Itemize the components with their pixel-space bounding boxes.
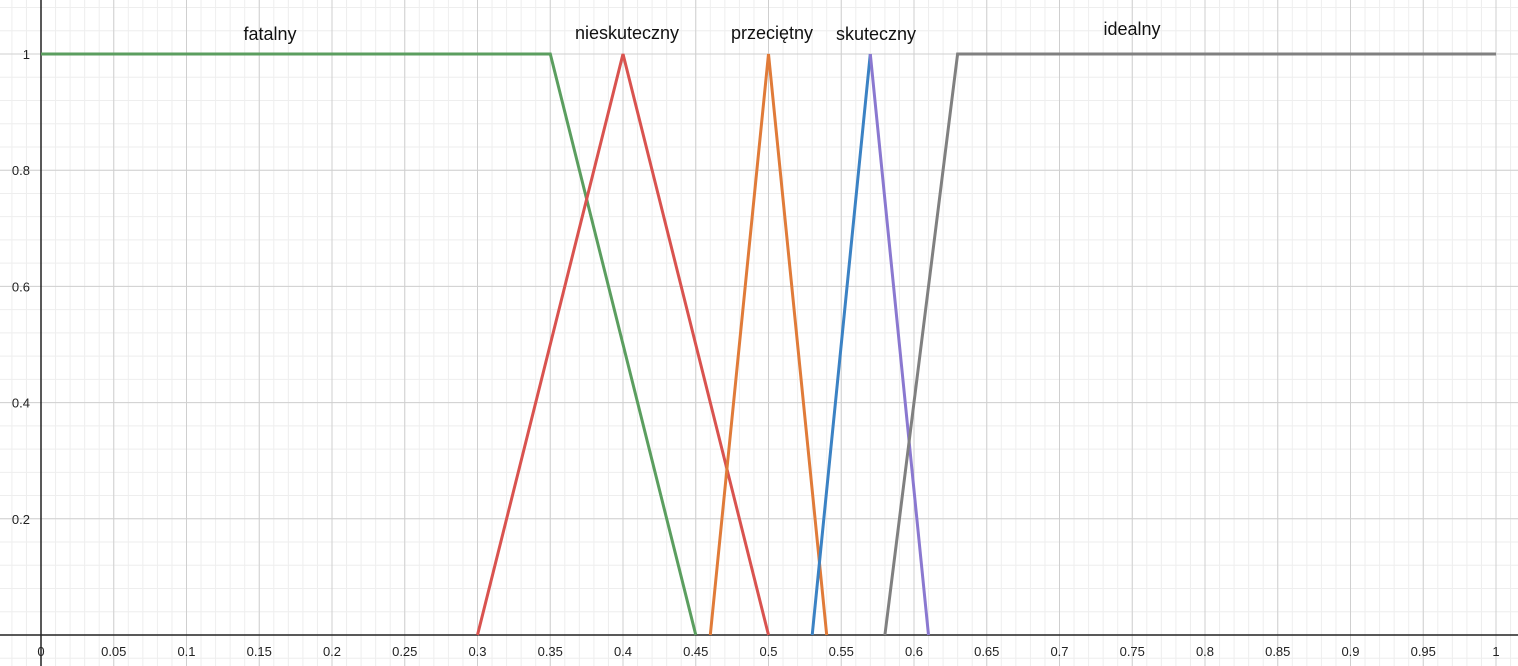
x-tick-label: 0.45 bbox=[683, 644, 708, 659]
x-tick-label: 0.5 bbox=[759, 644, 777, 659]
label-skuteczny: skuteczny bbox=[836, 24, 916, 44]
x-tick-label: 1 bbox=[1492, 644, 1499, 659]
series-line-nieskuteczny bbox=[476, 53, 770, 636]
y-tick-labels: 0.2 0.4 0.6 0.8 1 bbox=[12, 47, 30, 527]
label-przecietny: przeciętny bbox=[731, 23, 813, 43]
series-line-fatalny bbox=[41, 52, 698, 636]
y-tick-label: 1 bbox=[23, 47, 30, 62]
x-tick-label: 0.3 bbox=[468, 644, 486, 659]
x-tick-label: 0.2 bbox=[323, 644, 341, 659]
x-tick-label: 0.9 bbox=[1341, 644, 1359, 659]
x-tick-label: 0.25 bbox=[392, 644, 417, 659]
label-idealny: idealny bbox=[1103, 19, 1160, 39]
x-tick-label: 0.4 bbox=[614, 644, 632, 659]
x-tick-label: 0.6 bbox=[905, 644, 923, 659]
y-tick-label: 0.2 bbox=[12, 512, 30, 527]
x-tick-label: 0.8 bbox=[1196, 644, 1214, 659]
x-tick-label: 0.55 bbox=[829, 644, 854, 659]
y-tick-label: 0.4 bbox=[12, 396, 30, 411]
x-tick-label: 0.7 bbox=[1050, 644, 1068, 659]
x-tick-label: 0.85 bbox=[1265, 644, 1290, 659]
y-tick-label: 0.8 bbox=[12, 163, 30, 178]
x-tick-label: 0.05 bbox=[101, 644, 126, 659]
x-tick-label: 0 bbox=[37, 644, 44, 659]
series-line-series-4 bbox=[868, 53, 930, 636]
label-nieskuteczny: nieskuteczny bbox=[575, 23, 679, 43]
x-tick-label: 0.15 bbox=[247, 644, 272, 659]
x-tick-labels: 0 0.05 0.1 0.15 0.2 0.25 0.3 0.35 0.4 0.45 0.5 0.55… bbox=[37, 644, 1499, 659]
label-fatalny: fatalny bbox=[243, 24, 296, 44]
y-tick-label: 0.6 bbox=[12, 279, 30, 294]
x-tick-label: 0.65 bbox=[974, 644, 999, 659]
x-tick-label: 0.95 bbox=[1411, 644, 1436, 659]
series-labels: fatalny nieskuteczny przeciętny skuteczn… bbox=[243, 19, 1160, 44]
x-tick-label: 0.35 bbox=[538, 644, 563, 659]
x-tick-label: 0.75 bbox=[1120, 644, 1145, 659]
x-tick-label: 0.1 bbox=[177, 644, 195, 659]
series-lines bbox=[41, 52, 1496, 636]
series-line-idealny bbox=[883, 52, 1496, 636]
series-line-skuteczny bbox=[810, 53, 872, 636]
series-line-przecietny bbox=[708, 53, 829, 636]
